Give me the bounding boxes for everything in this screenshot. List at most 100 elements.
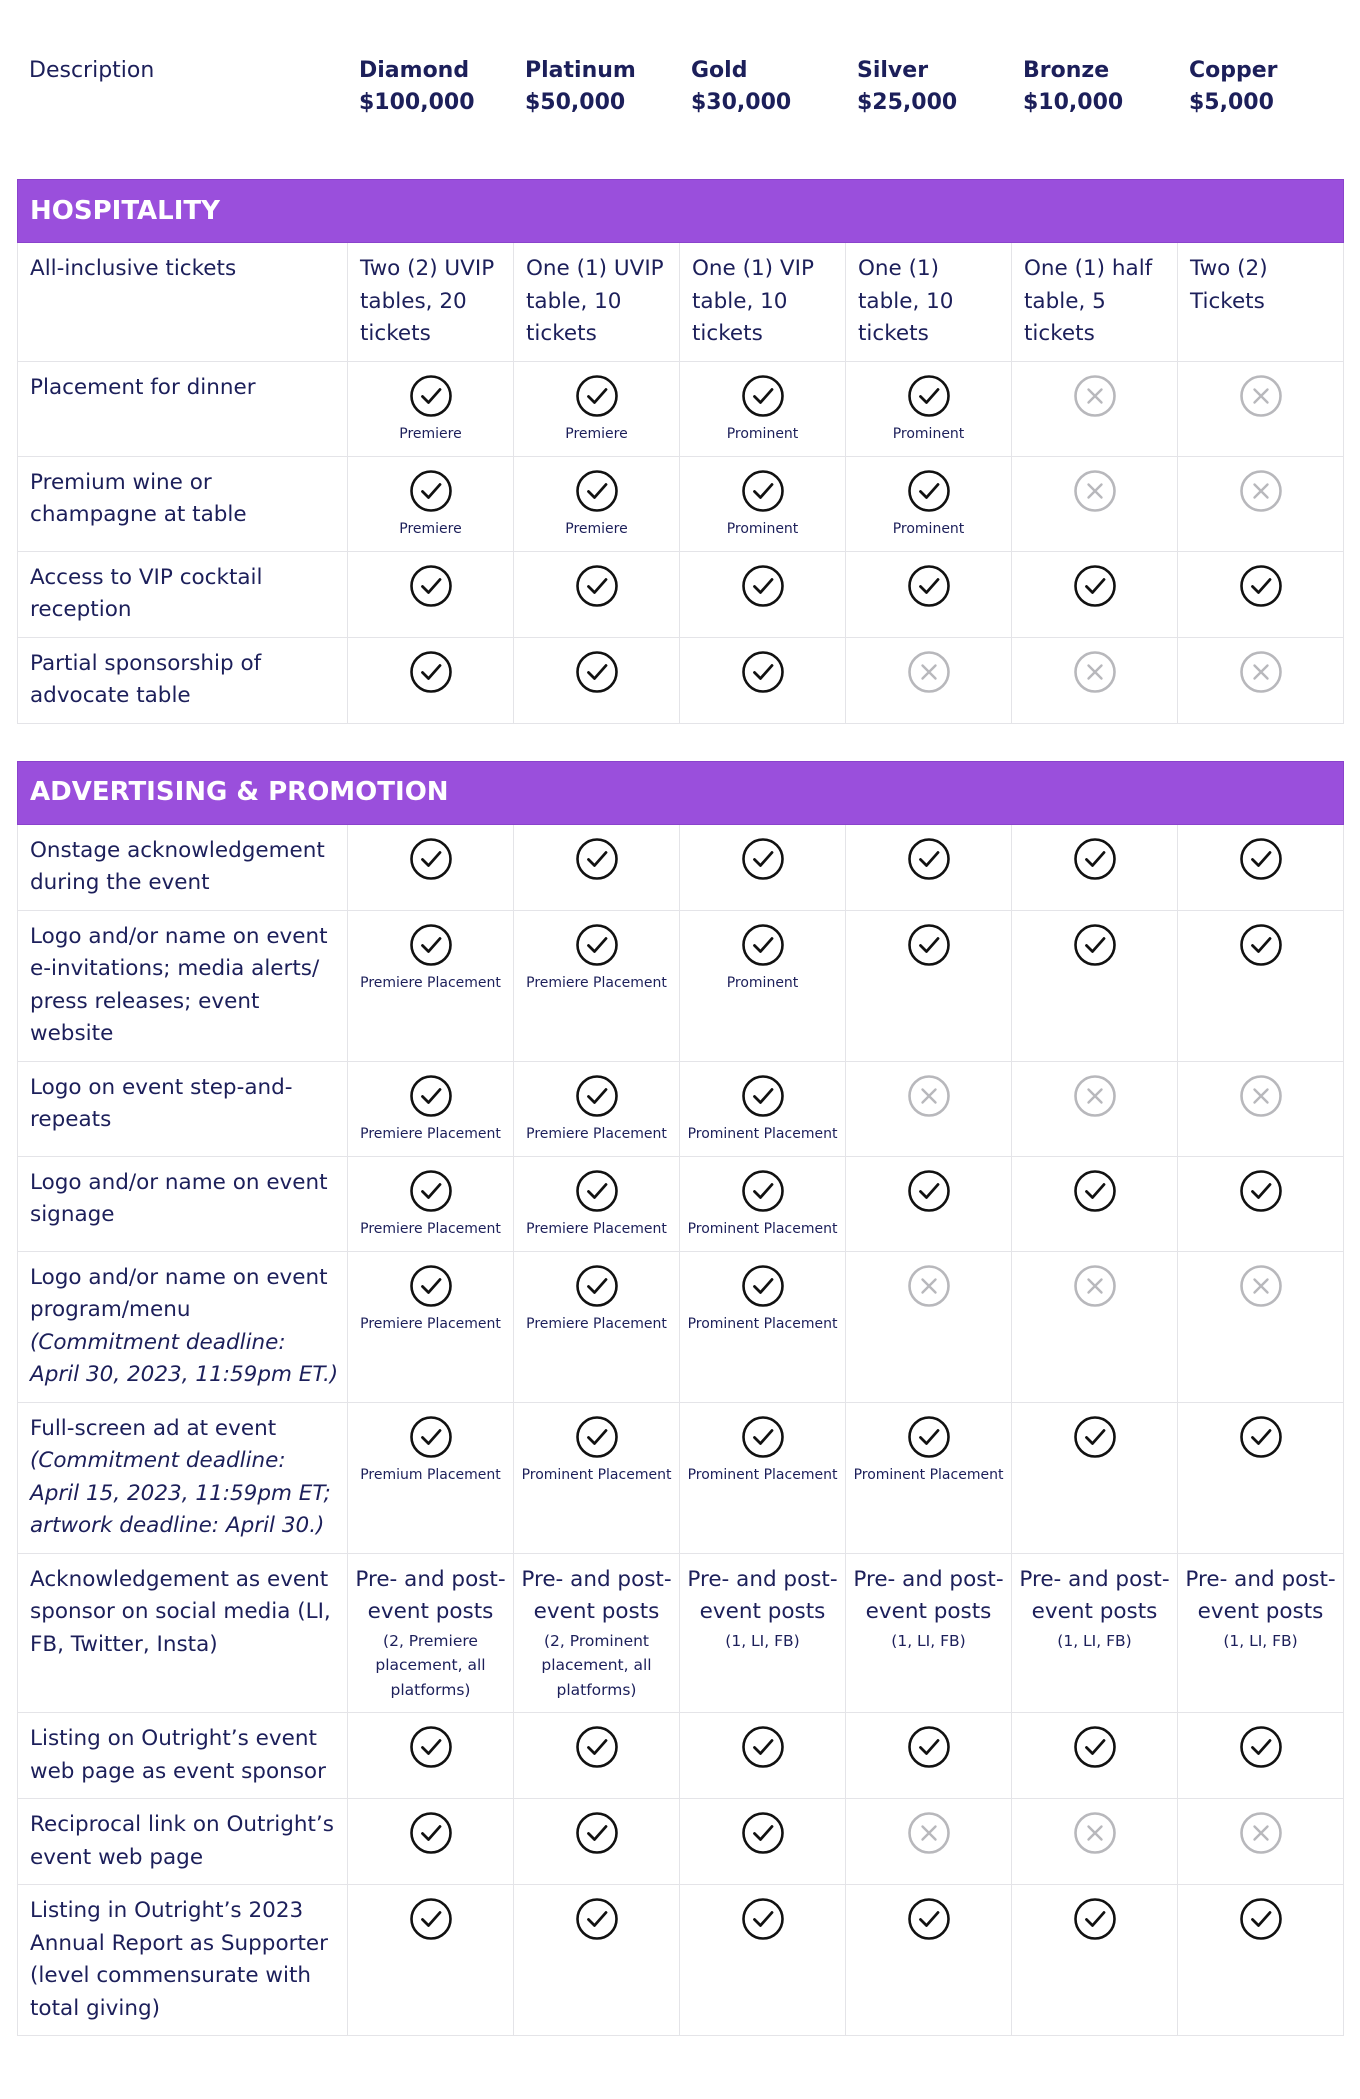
- tier-name: Copper: [1189, 58, 1278, 83]
- icon-cell: [1176, 636, 1345, 724]
- cross-icon: [907, 650, 950, 693]
- check-icon: [1073, 1726, 1116, 1768]
- cross-icon: [907, 1264, 950, 1307]
- text-cell: One (1) UVIP table, 10 tickets: [513, 242, 680, 362]
- benefit-label: Logo and/or name on event program/menu: [30, 1264, 328, 1323]
- check-icon: [907, 1169, 950, 1212]
- cell-note: Premiere Placement: [360, 1220, 501, 1237]
- tier-price: $50,000: [525, 90, 626, 115]
- check-icon: [741, 1264, 784, 1307]
- icon-cell: [1011, 823, 1178, 911]
- text-cell: Two (2) Tickets: [1176, 242, 1345, 362]
- icon-cell: [1176, 1401, 1345, 1554]
- icon-cell: Prominent: [679, 455, 846, 552]
- check-icon: [1239, 1898, 1282, 1940]
- benefit-cell: Onstage acknowledgement during the event: [17, 823, 348, 911]
- icon-cell: [1176, 1712, 1345, 1799]
- benefit-label: Acknowledgement as event sponsor on soci…: [30, 1566, 331, 1657]
- check-icon: [409, 1812, 452, 1854]
- icon-cell: Premiere Placement: [347, 1155, 514, 1252]
- check-icon: [907, 469, 950, 512]
- icon-cell: [1011, 550, 1178, 638]
- icon-cell: [1011, 1884, 1178, 2036]
- cross-icon: [1239, 374, 1282, 417]
- check-icon: [409, 374, 452, 417]
- cell-note: Premiere Placement: [360, 1315, 501, 1332]
- cross-icon: [1073, 1812, 1116, 1854]
- icon-cell: Prominent Placement: [845, 1401, 1012, 1554]
- section-band: HOSPITALITY: [16, 179, 1345, 243]
- check-icon: [907, 1415, 950, 1458]
- icon-cell: [1011, 1250, 1178, 1403]
- benefit-cell: Premium wine or champagne at table: [17, 455, 348, 552]
- cell-text: Two (2) Tickets: [1190, 256, 1268, 314]
- icon-cell: [1011, 1155, 1178, 1252]
- text-cell: One (1) VIP table, 10 tickets: [679, 242, 846, 362]
- benefit-label: Reciprocal link on Outright’s event web …: [30, 1812, 334, 1870]
- icon-cell: [1176, 1798, 1345, 1885]
- icon-cell: [1011, 1401, 1178, 1554]
- cell-note: (2, Premiere placement, all platforms): [375, 1631, 486, 1699]
- cell-note: Prominent Placement: [687, 1466, 838, 1483]
- icon-cell: [845, 636, 1012, 724]
- cell-note: Prominent: [726, 974, 799, 991]
- check-icon: [741, 1898, 784, 1940]
- benefit-label: Onstage acknowledgement during the event: [30, 837, 325, 896]
- benefit-row: Onstage acknowledgement during the event: [17, 823, 1345, 911]
- check-icon: [575, 923, 618, 966]
- check-icon: [409, 1264, 452, 1307]
- icon-cell: Premiere Placement: [347, 1250, 514, 1403]
- icon-cell: [513, 550, 680, 638]
- icon-cell: Premiere Placement: [513, 1060, 680, 1157]
- icon-cell: Premiere Placement: [347, 1060, 514, 1157]
- text-cell: Pre- and post-event posts (1, LI, FB): [1011, 1552, 1178, 1713]
- check-icon: [575, 1812, 618, 1854]
- benefit-cell: Acknowledgement as event sponsor on soci…: [17, 1552, 348, 1713]
- tier-price: $5,000: [1189, 90, 1274, 115]
- benefit-label: Partial sponsorship of advocate table: [30, 650, 262, 709]
- cell-text: Pre- and post-event posts: [521, 1566, 672, 1625]
- cell-note: Premium Placement: [360, 1466, 501, 1483]
- section-title: HOSPITALITY: [16, 179, 1345, 243]
- check-icon: [741, 1169, 784, 1212]
- icon-cell: [1176, 455, 1345, 552]
- benefit-cell: All-inclusive tickets: [17, 242, 348, 362]
- cell-note: Premiere: [565, 520, 628, 537]
- benefit-row: Access to VIP cocktail reception: [17, 550, 1345, 638]
- text-cell: Pre- and post-event posts (2, Prominent p…: [513, 1552, 680, 1713]
- cross-icon: [1073, 374, 1116, 417]
- icon-cell: [1176, 1060, 1345, 1157]
- tier-heading: Copper $5,000: [1177, 55, 1343, 119]
- benefit-cell: Logo and/or name on event e-invitations;…: [17, 909, 348, 1062]
- cross-icon: [1073, 1074, 1116, 1117]
- tier-price: $25,000: [857, 90, 958, 115]
- tier-name: Platinum: [525, 58, 636, 83]
- cell-note: Premiere: [565, 425, 628, 442]
- icon-cell: [1176, 1155, 1345, 1252]
- cell-text: Pre- and post-event posts: [355, 1566, 506, 1625]
- icon-cell: [679, 636, 846, 724]
- icon-cell: [513, 1712, 680, 1799]
- benefit-label: Logo and/or name on event e-invitations;…: [30, 923, 328, 1047]
- benefit-row: Logo on event step-and-repeats Premiere P…: [17, 1060, 1345, 1157]
- text-cell: Pre- and post-event posts (2, Premiere pl…: [347, 1552, 514, 1713]
- icon-cell: Premiere: [347, 360, 514, 457]
- cell-note: Premiere Placement: [360, 1125, 501, 1142]
- icon-cell: Premiere Placement: [513, 1155, 680, 1252]
- check-icon: [907, 1898, 950, 1940]
- text-cell: Two (2) UVIP tables, 20 tickets: [347, 242, 514, 362]
- check-icon: [741, 374, 784, 417]
- cell-note: Prominent: [726, 520, 799, 537]
- check-icon: [409, 923, 452, 966]
- check-icon: [741, 923, 784, 966]
- cell-note: Prominent Placement: [521, 1466, 672, 1483]
- section-title: ADVERTISING & PROMOTION: [16, 760, 1345, 825]
- icon-cell: Prominent: [679, 360, 846, 457]
- benefit-label: Logo and/or name on event signage: [30, 1169, 328, 1228]
- cell-text: Pre- and post-event posts: [1019, 1566, 1170, 1625]
- benefit-cell: Listing in Outright’s 2023 Annual Report…: [17, 1884, 348, 2036]
- cell-note: Prominent: [892, 520, 965, 537]
- cell-note: Premiere Placement: [526, 1315, 667, 1332]
- cell-note: Prominent: [892, 425, 965, 442]
